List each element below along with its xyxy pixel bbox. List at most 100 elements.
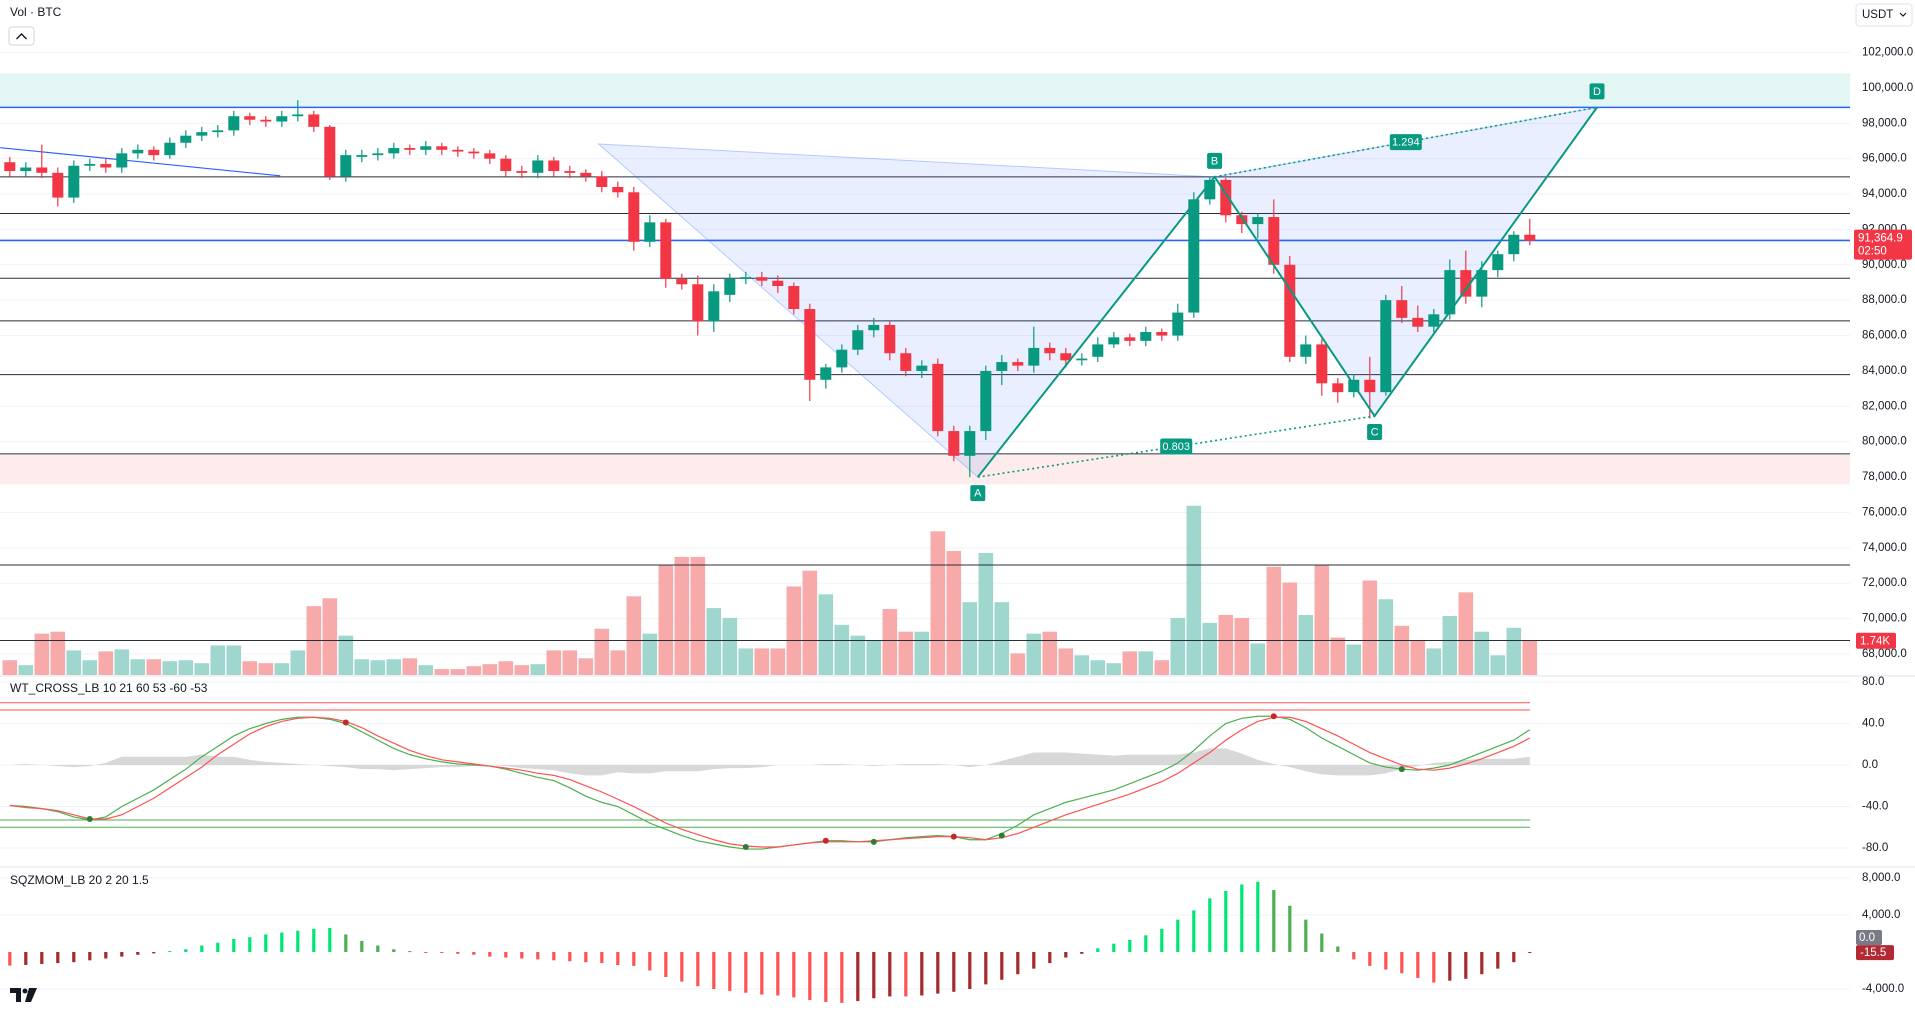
currency-dropdown[interactable]: USDT	[1855, 3, 1913, 27]
candle-body	[676, 278, 688, 285]
momentum-bar	[328, 927, 332, 952]
candle-body	[964, 431, 976, 456]
volume-bar	[994, 602, 1010, 675]
candle-body	[1268, 217, 1280, 265]
candle-body	[1220, 179, 1232, 216]
candle-body	[100, 163, 112, 168]
y-tick-label: 80,000.0	[1862, 436, 1907, 448]
momentum-bar	[1384, 951, 1388, 970]
volume-bar	[450, 669, 466, 675]
candle-body	[276, 116, 288, 122]
candle-body	[660, 222, 672, 279]
momentum-bar	[408, 951, 412, 953]
momentum-bar	[536, 951, 540, 960]
cross-signal	[950, 833, 957, 840]
momentum-bar	[1512, 951, 1516, 963]
candle-body	[436, 146, 448, 150]
volume-bar	[1330, 637, 1346, 675]
momentum-bar	[392, 949, 396, 952]
volume-bar	[146, 659, 162, 675]
momentum-bar	[776, 951, 780, 996]
candle-body	[196, 132, 208, 136]
volume-bar	[258, 663, 274, 675]
volume-bar	[578, 658, 594, 675]
candle-body	[452, 149, 464, 152]
candle-body	[900, 353, 912, 371]
collapse-button-box[interactable]	[8, 26, 35, 46]
volume-bar	[434, 669, 450, 675]
volume-bar	[1042, 631, 1058, 675]
candle-body	[708, 291, 720, 322]
candle-body	[500, 158, 512, 172]
candle-body	[4, 162, 16, 172]
candle-body	[980, 370, 992, 432]
candle-body	[244, 116, 256, 120]
candle-body	[1316, 344, 1328, 384]
candle-body	[564, 171, 576, 173]
momentum-bar	[1128, 939, 1132, 952]
candle-body	[1380, 300, 1392, 393]
pattern-point-label: A	[974, 487, 982, 499]
candle-body	[116, 153, 128, 168]
candle-body	[820, 367, 832, 380]
volume-bar	[610, 650, 626, 675]
volume-bar	[1266, 566, 1282, 675]
candle-body	[1428, 314, 1440, 327]
momentum-bar	[1320, 933, 1324, 952]
momentum-bar	[824, 951, 828, 1002]
momentum-bar	[152, 951, 156, 954]
momentum-bar	[600, 951, 604, 964]
momentum-bar	[840, 951, 844, 1003]
momentum-bar	[424, 951, 428, 953]
volume-bar	[1474, 631, 1490, 675]
volume-bar	[930, 531, 946, 675]
y-tick-label: 72,000.0	[1862, 577, 1907, 589]
candle-body	[420, 146, 432, 150]
candle-body	[388, 148, 400, 154]
candle-body	[148, 149, 160, 156]
currency-box[interactable]	[1855, 3, 1913, 27]
volume-bar	[658, 564, 674, 675]
volume-bar	[706, 608, 722, 675]
momentum-bar	[648, 951, 652, 971]
y-tick-label: 86,000.0	[1862, 330, 1907, 342]
momentum-bar	[504, 951, 508, 958]
candle-body	[1012, 362, 1024, 366]
candle-body	[1300, 344, 1312, 357]
momentum-bar	[88, 951, 92, 961]
y-tick-label: 74,000.0	[1862, 542, 1907, 554]
volume-bar	[1058, 648, 1074, 675]
pattern-point-label: D	[1593, 86, 1601, 98]
momentum-bar	[1272, 890, 1276, 952]
momentum-bar	[1432, 951, 1436, 983]
candle-body	[1076, 358, 1088, 361]
candle-body	[260, 119, 272, 122]
volume-bar	[1410, 640, 1426, 675]
collapse-button[interactable]	[8, 26, 35, 46]
momentum-bar	[664, 951, 668, 977]
momentum-bar	[584, 951, 588, 963]
squeeze-tag	[1856, 929, 1882, 945]
indicator-title: SQZMOM_LB 20 2 20 1.5	[10, 873, 149, 887]
momentum-bar	[808, 951, 812, 1001]
momentum-bar	[312, 928, 316, 952]
momentum-bar	[1144, 935, 1148, 952]
volume-bar	[1362, 580, 1378, 675]
volume-bar	[274, 663, 290, 675]
volume-bar	[98, 651, 114, 675]
cross-signal	[742, 844, 749, 851]
momentum-bar	[968, 951, 972, 990]
candle-body	[1252, 217, 1264, 225]
volume-bar	[1170, 617, 1186, 675]
y-tick-label: 68,000.0	[1862, 648, 1907, 660]
indicator-title: WT_CROSS_LB 10 21 60 53 -60 -53	[10, 681, 208, 695]
volume-bar	[914, 631, 930, 675]
cross-signal	[870, 838, 877, 845]
volume-bar	[386, 659, 402, 675]
candle-body	[916, 365, 928, 371]
price-tag-label: 91,364.9	[1858, 233, 1903, 245]
candle-body	[1044, 347, 1056, 354]
volume-tag	[1856, 632, 1896, 649]
candle-body	[1028, 347, 1040, 366]
